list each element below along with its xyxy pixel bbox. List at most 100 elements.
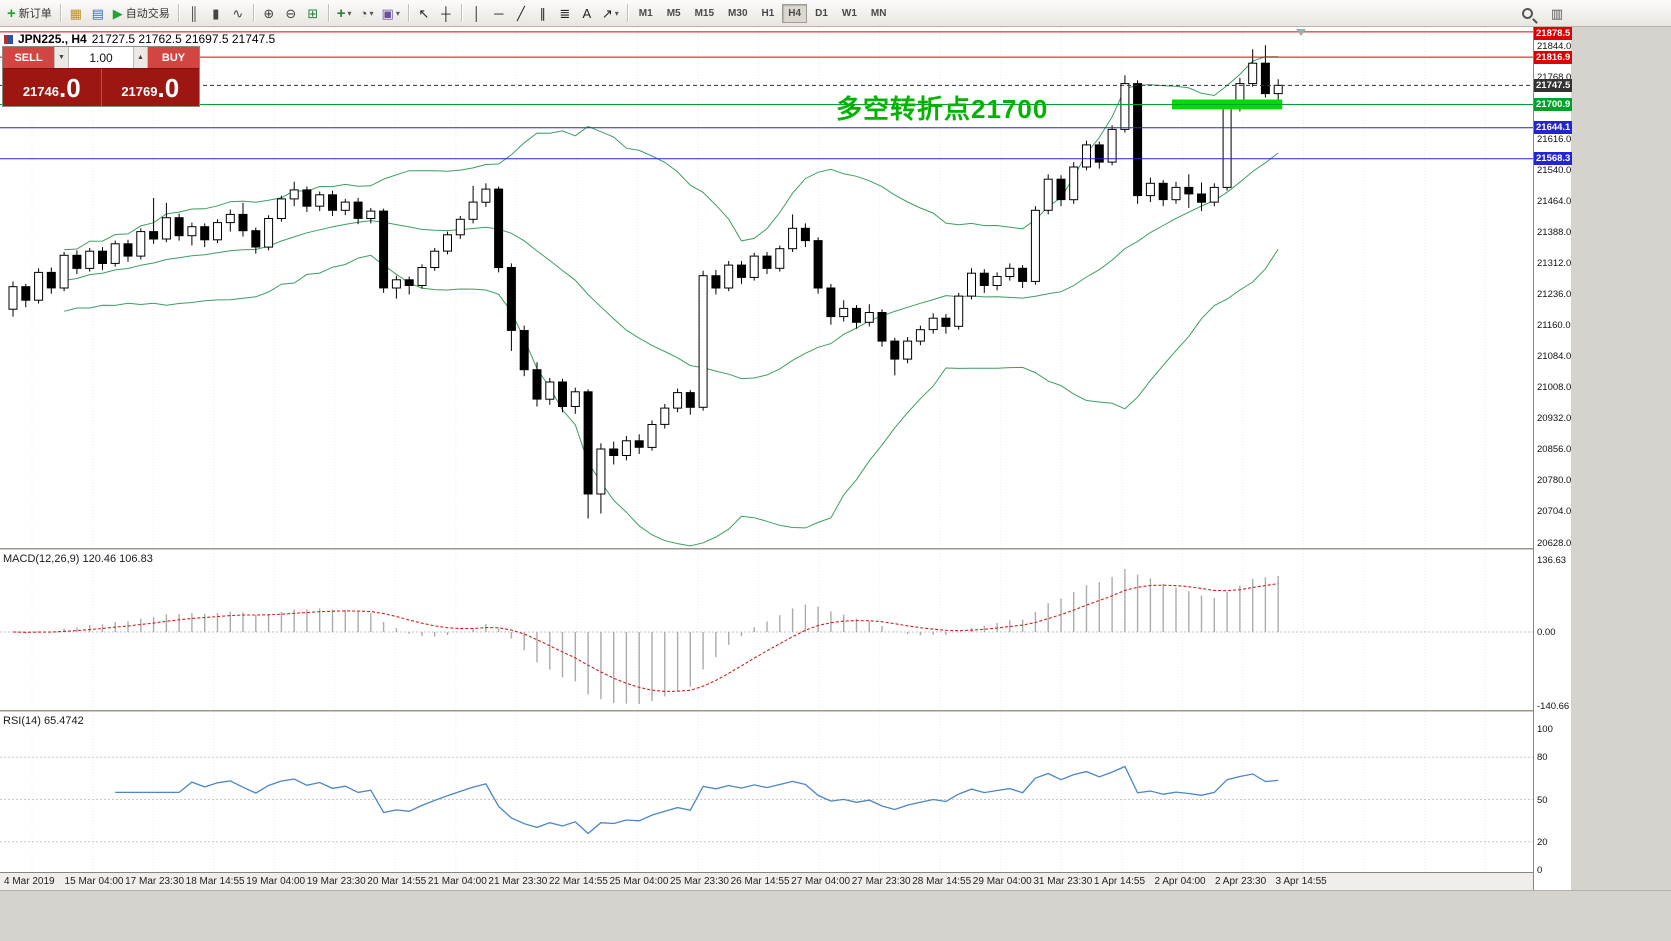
candlestick-type-button[interactable]: ▮ xyxy=(205,2,227,24)
timeframe-h1-button[interactable]: H1 xyxy=(761,7,775,19)
time-axis-label: 21 Mar 23:30 xyxy=(488,876,548,887)
price-line-tag: 21644.1 xyxy=(1534,121,1572,135)
one-click-trading-panel: SELL ▼ ▲ BUY 21746.0 21769.0 xyxy=(2,46,200,107)
timeframe-m30-button[interactable]: M30 xyxy=(728,7,748,19)
timeframe-m1-button[interactable]: M1 xyxy=(638,7,653,19)
panel-separator[interactable] xyxy=(0,710,1571,712)
sell-price-big: .0 xyxy=(58,72,81,103)
workspace-background xyxy=(1571,27,1671,941)
text-label-icon: A xyxy=(582,5,592,21)
timeframe-m5-button[interactable]: M5 xyxy=(666,7,681,19)
volume-input[interactable] xyxy=(69,47,133,68)
vertical-line-button[interactable]: │ xyxy=(466,2,488,24)
macd-axis-label: 0.00 xyxy=(1537,627,1556,638)
arrows-button[interactable]: ↗ ▾ xyxy=(598,2,623,24)
indicators-button[interactable]: + ▾ xyxy=(333,2,356,24)
new-order-button[interactable]: + 新订单 xyxy=(3,2,56,24)
time-axis-label: 15 Mar 04:00 xyxy=(64,876,124,887)
volume-decrease-button[interactable]: ▼ xyxy=(54,47,69,68)
time-axis-label: 17 Mar 23:30 xyxy=(125,876,185,887)
timeframe-h4-button[interactable]: H4 xyxy=(782,3,808,23)
status-bar-area xyxy=(0,890,1671,941)
time-axis-label: 19 Mar 23:30 xyxy=(306,876,366,887)
rsi-axis-label: 0 xyxy=(1537,865,1543,876)
charts-window-icon: ▦ xyxy=(69,5,82,21)
timeframe-m15-button[interactable]: M15 xyxy=(694,7,715,19)
time-axis-label: 26 Mar 14:55 xyxy=(730,876,790,887)
charts-window-button[interactable]: ▦ xyxy=(65,2,87,24)
rsi-panel-canvas[interactable] xyxy=(0,712,1533,872)
trendline-button[interactable]: ╱ xyxy=(510,2,532,24)
line-chart-type-button[interactable]: ∿ xyxy=(227,2,249,24)
buy-price-button[interactable]: 21769.0 xyxy=(100,69,199,106)
time-axis-label: 28 Mar 14:55 xyxy=(912,876,972,887)
new-order-button-label: 新订单 xyxy=(18,8,52,20)
chart-pages-icon: ▥ xyxy=(1550,5,1564,21)
time-axis-label: 19 Mar 04:00 xyxy=(246,876,306,887)
price-axis[interactable]: 21844.0 21768.0 21616.0 21540.0 21464.0 21388… xyxy=(1533,27,1572,890)
zoom-out-icon: ⊖ xyxy=(285,5,297,21)
cursor-icon: ↖ xyxy=(418,5,430,21)
horizontal-line-button[interactable]: ─ xyxy=(488,2,510,24)
text-label-button[interactable]: A xyxy=(576,2,598,24)
channel-icon: ∥ xyxy=(539,5,547,21)
toolbar-separator xyxy=(327,4,329,22)
chevron-down-icon: ▾ xyxy=(395,8,400,18)
chevron-down-icon: ▾ xyxy=(369,8,374,18)
chart-title: JPN225., H4 21727.5 21762.5 21697.5 2174… xyxy=(4,32,275,46)
price-axis-label: 20932.0 xyxy=(1537,413,1572,425)
buy-price-big: .0 xyxy=(157,72,180,103)
sell-price-button[interactable]: 21746.0 xyxy=(3,69,101,106)
cursor-button[interactable]: ↖ xyxy=(413,2,435,24)
time-axis-label: 31 Mar 23:30 xyxy=(1033,876,1093,887)
templates-button[interactable]: ▣ ▾ xyxy=(378,2,404,24)
sell-button[interactable]: SELL xyxy=(3,47,54,68)
time-axis-label: 22 Mar 14:55 xyxy=(548,876,608,887)
rsi-axis-label: 20 xyxy=(1537,836,1548,848)
tile-windows-icon: ⊞ xyxy=(307,5,319,21)
timeframe-d1-button[interactable]: D1 xyxy=(815,7,828,19)
time-axis-label: 21 Mar 04:00 xyxy=(427,876,487,887)
timeframe-mn-button[interactable]: MN xyxy=(870,7,887,19)
timeframe-w1-button[interactable]: W1 xyxy=(841,7,857,19)
price-axis-label: 21616.0 xyxy=(1537,133,1572,145)
rsi-label: RSI(14) 65.4742 xyxy=(3,715,84,727)
templates-icon: ▣ xyxy=(381,5,394,21)
macd-panel-canvas[interactable] xyxy=(0,550,1533,710)
panel-separator[interactable] xyxy=(0,548,1571,550)
price-axis-label: 21540.0 xyxy=(1537,164,1572,176)
time-axis-label: 29 Mar 04:00 xyxy=(972,876,1032,887)
crosshair-button[interactable]: ┼ xyxy=(435,2,457,24)
periods-button[interactable]: ◔ ▾ xyxy=(356,2,378,24)
toolbar: + 新订单 ▦ ▤ ▶ 自动交易 ║ ▮ ∿ ⊕ ⊖ ⊞ + ▾ ◔ ▾ ▣ ▾ ↖ ┼ │ ─ ╱ ∥ ≣ A ↗ ▾ M1 M5 M15… xyxy=(0,0,1671,27)
price-axis-label: 21008.0 xyxy=(1537,382,1572,394)
buy-button[interactable]: BUY xyxy=(148,47,199,68)
time-axis-label: 18 Mar 14:55 xyxy=(185,876,245,887)
chart-pages-button[interactable]: ▥ xyxy=(1546,2,1568,24)
time-axis-label: 20 Mar 14:55 xyxy=(367,876,427,887)
autotrading-button[interactable]: ▶ 自动交易 xyxy=(109,2,174,24)
toolbar-right-icons: ▥ xyxy=(1516,2,1568,24)
data-window-icon: ▤ xyxy=(91,5,104,21)
zoom-in-button[interactable]: ⊕ xyxy=(258,2,280,24)
data-window-button[interactable]: ▤ xyxy=(87,2,109,24)
arrows-icon: ↗ xyxy=(601,5,613,21)
bar-chart-type-button[interactable]: ║ xyxy=(183,2,205,24)
pivot-annotation-text: 多空转折点21700 xyxy=(836,94,1049,124)
tile-windows-button[interactable]: ⊞ xyxy=(302,2,324,24)
indicators-icon: + xyxy=(336,4,346,22)
horizontal-line-icon: ─ xyxy=(494,5,504,21)
search-button[interactable] xyxy=(1516,2,1538,24)
price-line-tag: 21747.5 xyxy=(1534,78,1572,92)
zoom-out-button[interactable]: ⊖ xyxy=(280,2,302,24)
channel-button[interactable]: ∥ xyxy=(532,2,554,24)
toolbar-separator xyxy=(59,4,61,22)
price-axis-label: 21312.0 xyxy=(1537,257,1572,269)
time-axis[interactable]: 4 Mar 2019 15 Mar 04:00 17 Mar 23:30 18 Mar… xyxy=(0,872,1571,890)
chart-symbol-period: JPN225., H4 xyxy=(18,32,87,46)
fibonacci-icon: ≣ xyxy=(559,5,571,21)
volume-increase-button[interactable]: ▲ xyxy=(133,47,148,68)
main-chart-canvas[interactable] xyxy=(0,27,1533,548)
macd-axis-label: 136.63 xyxy=(1537,555,1567,566)
fibonacci-button[interactable]: ≣ xyxy=(554,2,576,24)
